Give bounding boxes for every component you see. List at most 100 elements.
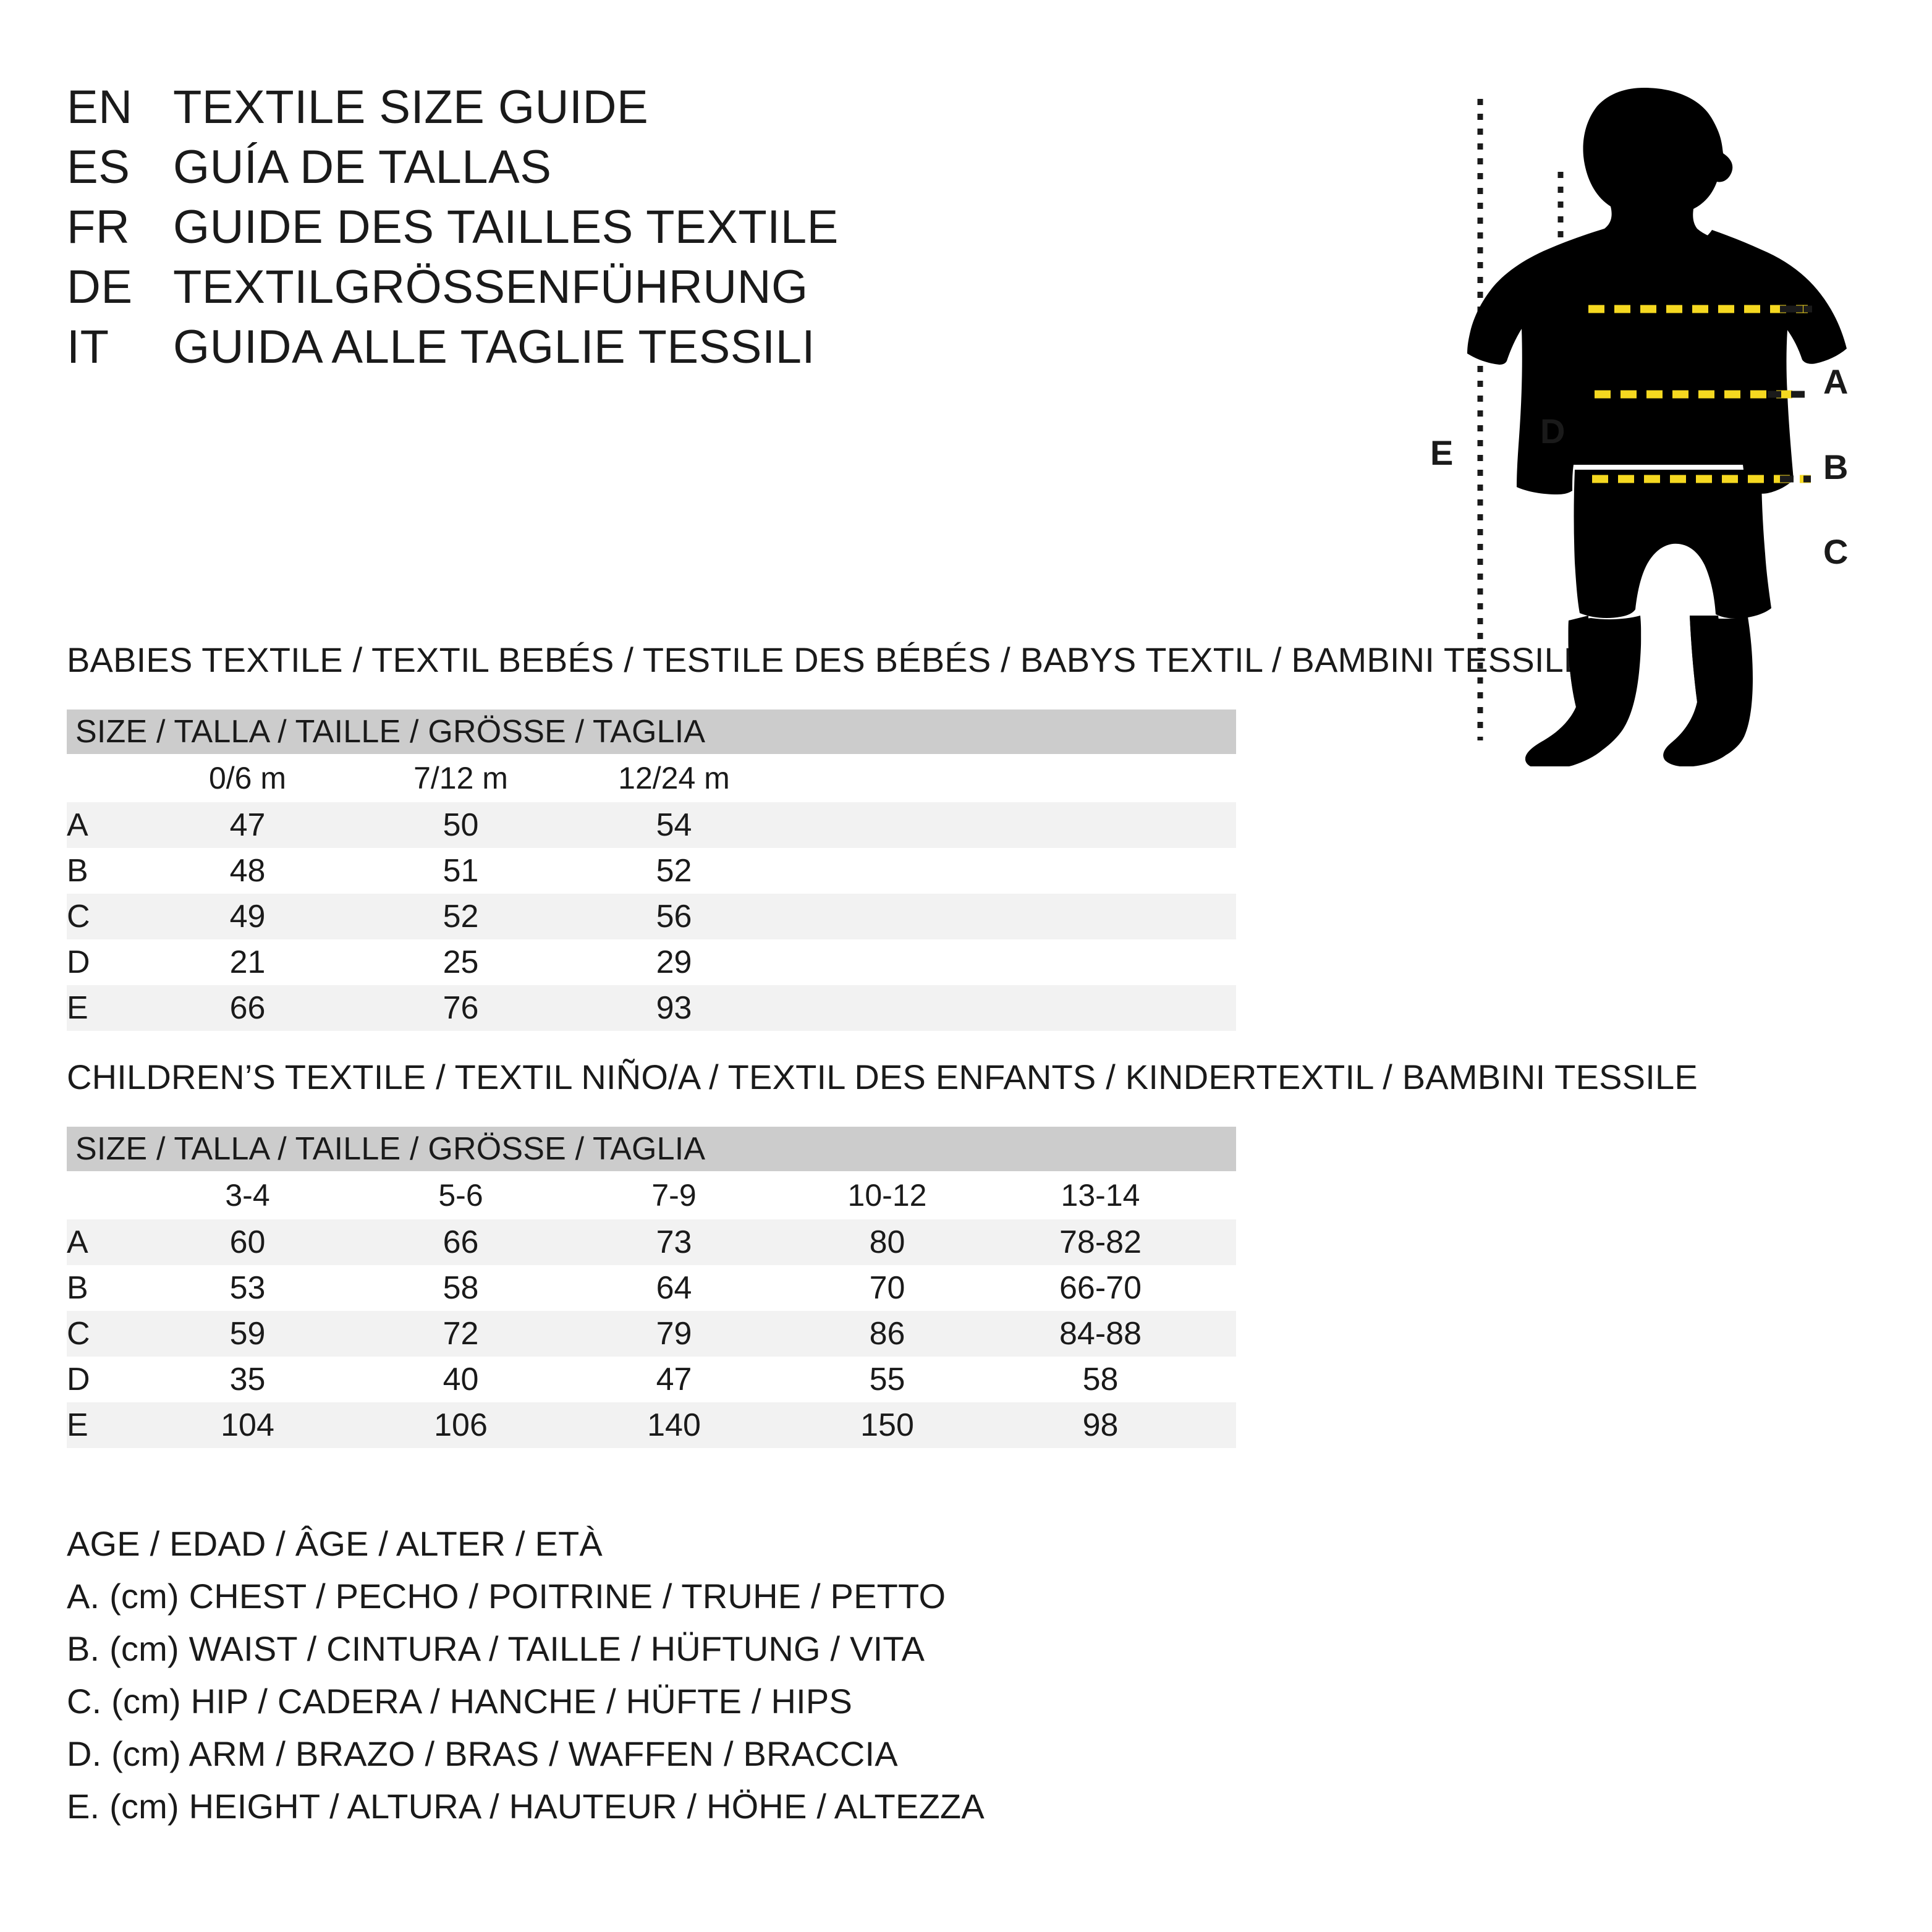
children-cell-e-1: 106: [354, 1402, 567, 1448]
children-cell-e-4: 98: [994, 1402, 1207, 1448]
babies-row-label-c: C: [67, 894, 141, 939]
table-row: B 53 58 64 70 66-70: [67, 1265, 1237, 1311]
babies-cell-c-fill: [781, 894, 1237, 939]
babies-row-label-b: B: [67, 848, 141, 894]
table-row: A 60 66 73 80 78-82: [67, 1219, 1237, 1265]
children-col-header-1: 5-6: [354, 1171, 567, 1219]
children-cell-d-1: 40: [354, 1357, 567, 1402]
children-column-header-row: 3-4 5-6 7-9 10-12 13-14: [67, 1171, 1237, 1219]
babies-band-label: SIZE / TALLA / TAILLE / GRÖSSE / TAGLIA: [67, 710, 1237, 754]
children-cell-c-fill: [1207, 1311, 1237, 1357]
children-cell-d-4: 58: [994, 1357, 1207, 1402]
legend-line-c-hip: C. (cm) HIP / CADERA / HANCHE / HÜFTE / …: [67, 1682, 853, 1721]
language-title-en: TEXTILE SIZE GUIDE: [173, 81, 649, 133]
children-section-title: CHILDREN’S TEXTILE / TEXTIL NIÑO/A / TEX…: [67, 1057, 1698, 1096]
babies-band-row: SIZE / TALLA / TAILLE / GRÖSSE / TAGLIA: [67, 710, 1237, 754]
children-cell-b-4: 66-70: [994, 1265, 1207, 1311]
language-header: EN TEXTILE SIZE GUIDE ES GUÍA DE TALLAS …: [67, 80, 1241, 380]
babies-col-header-2: 12/24 m: [567, 754, 781, 802]
children-cell-e-fill: [1207, 1402, 1237, 1448]
children-band-row: SIZE / TALLA / TAILLE / GRÖSSE / TAGLIA: [67, 1127, 1237, 1171]
babies-row-label-d: D: [67, 939, 141, 985]
babies-cell-d-fill: [781, 939, 1237, 985]
babies-col-header-1: 7/12 m: [354, 754, 567, 802]
table-row: C 49 52 56: [67, 894, 1237, 939]
children-cell-c-3: 86: [781, 1311, 994, 1357]
babies-cell-b-fill: [781, 848, 1237, 894]
children-cell-b-1: 58: [354, 1265, 567, 1311]
babies-cell-d-0: 21: [141, 939, 354, 985]
children-cell-b-3: 70: [781, 1265, 994, 1311]
measurement-legend: AGE / EDAD / ÂGE / ALTER / ETÀ A. (cm) C…: [67, 1517, 1241, 1832]
figure-label-a: A: [1823, 362, 1849, 401]
legend-line-a-chest: A. (cm) CHEST / PECHO / POITRINE / TRUHE…: [67, 1577, 946, 1616]
babies-cell-b-0: 48: [141, 848, 354, 894]
children-size-table: SIZE / TALLA / TAILLE / GRÖSSE / TAGLIA …: [67, 1127, 1237, 1448]
language-title-es: GUÍA DE TALLAS: [173, 141, 552, 193]
children-cell-c-0: 59: [141, 1311, 354, 1357]
babies-cell-d-1: 25: [354, 939, 567, 985]
legend-line-e-height: E. (cm) HEIGHT / ALTURA / HAUTEUR / HÖHE…: [67, 1787, 985, 1826]
babies-cell-e-fill: [781, 985, 1237, 1031]
children-row-label-b: B: [67, 1265, 141, 1311]
babies-cell-a-2: 54: [567, 802, 781, 848]
table-row: D 35 40 47 55 58: [67, 1357, 1237, 1402]
babies-textile-section: BABIES TEXTILE / TEXTIL BEBÉS / TESTILE …: [67, 640, 1587, 1031]
babies-cell-c-1: 52: [354, 894, 567, 939]
children-cell-a-2: 73: [567, 1219, 781, 1265]
language-row-es: ES GUÍA DE TALLAS: [67, 140, 1241, 200]
babies-cell-a-fill: [781, 802, 1237, 848]
children-textile-section: CHILDREN’S TEXTILE / TEXTIL NIÑO/A / TEX…: [67, 1057, 1698, 1448]
figure-label-e: E: [1430, 433, 1454, 472]
babies-cell-c-2: 56: [567, 894, 781, 939]
babies-cell-b-1: 51: [354, 848, 567, 894]
language-code-en: EN: [67, 81, 133, 133]
figure-label-d: D: [1540, 412, 1566, 451]
children-cell-a-4: 78-82: [994, 1219, 1207, 1265]
babies-section-title: BABIES TEXTILE / TEXTIL BEBÉS / TESTILE …: [67, 640, 1587, 679]
children-cell-e-2: 140: [567, 1402, 781, 1448]
children-cell-b-fill: [1207, 1265, 1237, 1311]
babies-row-label-a: A: [67, 802, 141, 848]
children-band-label: SIZE / TALLA / TAILLE / GRÖSSE / TAGLIA: [67, 1127, 1237, 1171]
legend-line-b-waist: B. (cm) WAIST / CINTURA / TAILLE / HÜFTU…: [67, 1629, 925, 1668]
babies-cell-a-0: 47: [141, 802, 354, 848]
language-code-it: IT: [67, 321, 109, 373]
babies-col-header-0: 0/6 m: [141, 754, 354, 802]
children-row-label-c: C: [67, 1311, 141, 1357]
babies-cell-d-2: 29: [567, 939, 781, 985]
babies-row-label-e: E: [67, 985, 141, 1031]
babies-cell-e-2: 93: [567, 985, 781, 1031]
children-row-label-e: E: [67, 1402, 141, 1448]
babies-cell-a-1: 50: [354, 802, 567, 848]
table-row: A 47 50 54: [67, 802, 1237, 848]
children-cell-b-2: 64: [567, 1265, 781, 1311]
figure-label-c: C: [1823, 532, 1849, 571]
babies-header-filler: [781, 754, 1237, 802]
children-col-header-4: 13-14: [994, 1171, 1207, 1219]
children-header-corner: [67, 1171, 141, 1219]
babies-size-table: SIZE / TALLA / TAILLE / GRÖSSE / TAGLIA …: [67, 710, 1237, 1031]
children-cell-a-fill: [1207, 1219, 1237, 1265]
language-code-es: ES: [67, 141, 130, 193]
language-row-it: IT GUIDA ALLE TAGLIE TESSILI: [67, 320, 1241, 380]
legend-line-age: AGE / EDAD / ÂGE / ALTER / ETÀ: [67, 1524, 603, 1563]
language-row-en: EN TEXTILE SIZE GUIDE: [67, 80, 1241, 140]
children-col-header-0: 3-4: [141, 1171, 354, 1219]
table-row: E 104 106 140 150 98: [67, 1402, 1237, 1448]
babies-cell-b-2: 52: [567, 848, 781, 894]
table-row: C 59 72 79 86 84-88: [67, 1311, 1237, 1357]
babies-cell-c-0: 49: [141, 894, 354, 939]
children-row-label-a: A: [67, 1219, 141, 1265]
children-cell-b-0: 53: [141, 1265, 354, 1311]
language-code-fr: FR: [67, 201, 130, 253]
language-title-it: GUIDA ALLE TAGLIE TESSILI: [173, 321, 815, 373]
babies-column-header-row: 0/6 m 7/12 m 12/24 m: [67, 754, 1237, 802]
language-code-de: DE: [67, 261, 133, 313]
child-silhouette-diagram: [1467, 88, 1847, 766]
babies-cell-e-0: 66: [141, 985, 354, 1031]
legend-line-d-arm: D. (cm) ARM / BRAZO / BRAS / WAFFEN / BR…: [67, 1734, 898, 1773]
language-row-fr: FR GUIDE DES TAILLES TEXTILE: [67, 200, 1241, 260]
children-cell-a-1: 66: [354, 1219, 567, 1265]
children-cell-d-2: 47: [567, 1357, 781, 1402]
